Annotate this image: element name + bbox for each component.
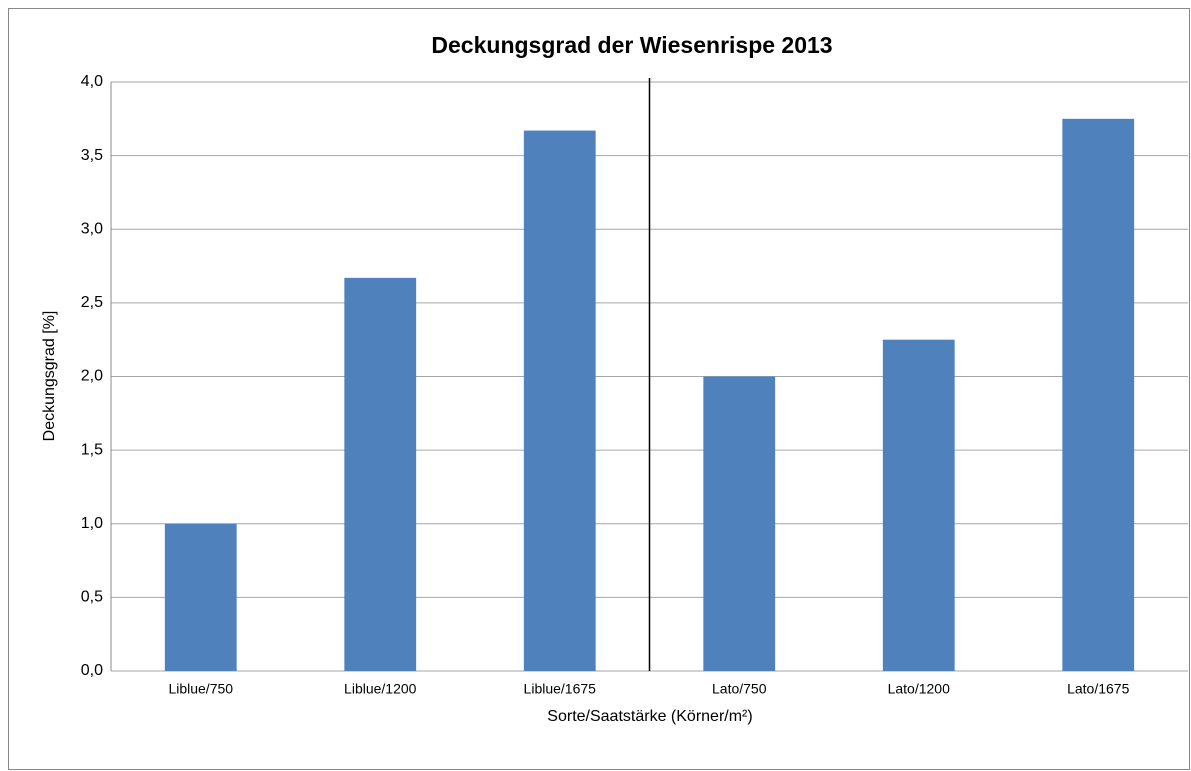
x-tick-label: Lato/1200: [888, 681, 950, 697]
bar: [882, 339, 955, 671]
x-axis-title: Sorte/Saatstärke (Körner/m²): [547, 708, 752, 725]
y-tick-label: 3,5: [81, 147, 103, 164]
bar: [344, 277, 417, 671]
y-tick-label: 4,0: [81, 73, 103, 90]
x-tick-label: Lato/750: [712, 681, 767, 697]
bar: [703, 376, 776, 671]
bar: [164, 523, 237, 671]
chart-title: Deckungsgrad der Wiesenrispe 2013: [431, 32, 832, 58]
y-axis-title: Deckungsgrad [%]: [41, 311, 58, 442]
y-tick-label: 1,0: [81, 515, 103, 532]
x-tick-label: Liblue/1200: [344, 681, 417, 697]
x-tick-label: Lato/1675: [1067, 681, 1129, 697]
y-tick-label: 2,0: [81, 368, 103, 385]
y-tick-label: 1,5: [81, 441, 103, 458]
y-tick-label: 3,0: [81, 220, 103, 237]
bar: [523, 130, 596, 671]
x-tick-label: Liblue/750: [168, 681, 233, 697]
bar: [1062, 118, 1135, 671]
y-tick-label: 2,5: [81, 294, 103, 311]
y-tick-label: 0,0: [81, 662, 103, 679]
y-tick-label: 0,5: [81, 589, 103, 606]
x-tick-label: Liblue/1675: [524, 681, 597, 697]
